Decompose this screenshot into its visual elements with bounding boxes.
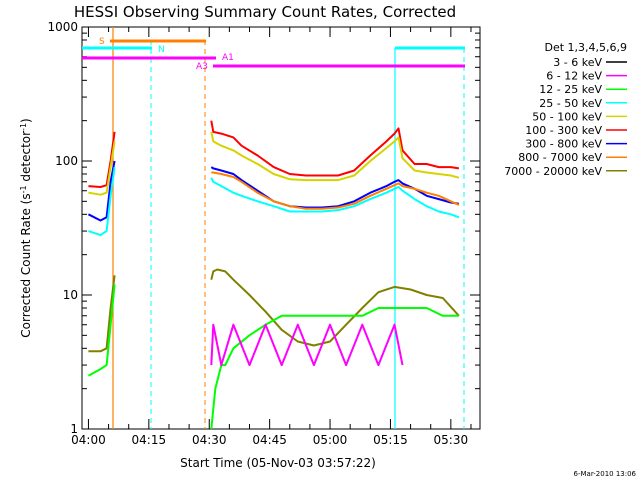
y-tick-label: 10 [63, 288, 78, 302]
flag-label-a1: A1 [222, 53, 234, 63]
legend-label: 12 - 25 keV [539, 83, 602, 96]
x-tick-label: 05:15 [373, 433, 408, 447]
x-tick-label: 05:30 [434, 433, 469, 447]
x-axis-label: Start Time (05-Nov-03 03:57:22) [180, 456, 376, 470]
y-axis-label-exp2: -1 [19, 123, 28, 131]
legend-label: 300 - 800 keV [525, 138, 602, 151]
event-marker-lines [112, 27, 465, 429]
series-line-12-25-kev [87, 284, 459, 430]
legend-label: 25 - 50 keV [539, 97, 602, 110]
timestamp-stamp: 6-Mar-2010 13:06 [574, 470, 637, 478]
x-axis-ticks: 04:00 04:15 04:30 04:45 05:00 05:15 05:30 [71, 27, 472, 447]
x-tick-label: 05:00 [313, 433, 348, 447]
legend-title: Det 1,3,4,5,6,9 [544, 41, 627, 54]
y-axis-label-end: ) [19, 118, 33, 123]
legend-label: 100 - 300 keV [525, 124, 602, 137]
legend-label: 6 - 12 keV [546, 70, 602, 83]
y-tick-label: 1 [70, 422, 78, 436]
legend-label: 7000 - 20000 keV [504, 165, 602, 178]
legend-label: 800 - 7000 keV [518, 151, 602, 164]
flag-label-a3: A3 [196, 62, 208, 72]
y-axis-label: Corrected Count Rate (s-1 detector-1) [19, 118, 34, 337]
series-line-7000-20000-kev [88, 268, 460, 353]
legend-label: 3 - 6 keV [553, 56, 602, 69]
x-tick-label: 04:45 [252, 433, 287, 447]
x-tick-label: 04:30 [192, 433, 227, 447]
series-line-50-100-kev [88, 131, 460, 196]
x-tick-label: 04:00 [71, 433, 106, 447]
plot-frame [81, 26, 481, 430]
x-tick-label: 04:15 [132, 433, 167, 447]
flag-bars: S N A1 A3 [82, 37, 465, 72]
y-axis-label-mid: detector [19, 131, 33, 186]
series-line-25-50-kev [88, 166, 460, 237]
series-line-6-12-kev [210, 323, 404, 367]
y-axis-label-main: Corrected Count Rate (s [19, 193, 33, 337]
y-tick-label: 100 [55, 154, 78, 168]
flag-label-n: N [158, 45, 165, 55]
series-layer [87, 120, 460, 430]
flag-label-s: S [99, 37, 105, 47]
series-line-800-7000-kev [211, 171, 460, 210]
y-axis-label-exp1: -1 [19, 185, 28, 193]
series-line-100-300-kev [88, 120, 460, 188]
chart-title: HESSI Observing Summary Count Rates, Cor… [74, 3, 456, 21]
y-axis-ticks: 1 10 100 1000 [47, 20, 480, 436]
series-line-300-800-kev [87, 160, 460, 222]
legend-label: 50 - 100 keV [532, 110, 602, 123]
y-tick-label: 1000 [47, 20, 78, 34]
